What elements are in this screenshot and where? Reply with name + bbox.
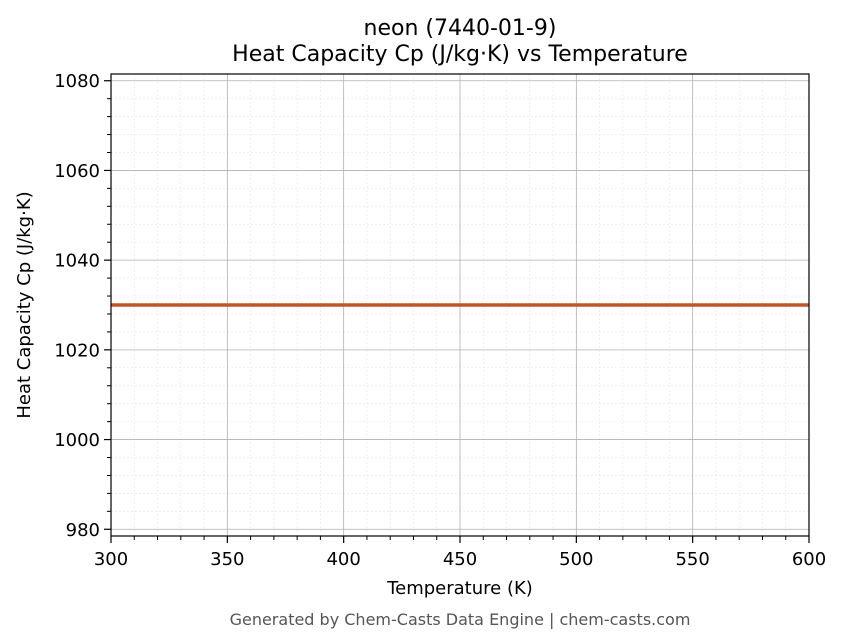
y-tick-label: 1060 bbox=[54, 161, 100, 182]
y-axis-label: Heat Capacity Cp (J/kg·K) bbox=[14, 191, 35, 418]
y-tick-label: 1080 bbox=[54, 71, 100, 92]
chart-title-line1: neon (7440-01-9) bbox=[364, 16, 557, 41]
y-axis-ticks: 980 1000 1020 1040 1060 1080 bbox=[54, 71, 111, 541]
x-axis-ticks: 300 350 400 450 500 550 600 bbox=[94, 536, 826, 570]
footer-credit: Generated by Chem-Casts Data Engine | ch… bbox=[230, 610, 691, 629]
major-grid bbox=[110, 74, 810, 536]
x-tick-label: 550 bbox=[675, 549, 709, 570]
x-tick-label: 350 bbox=[210, 549, 244, 570]
chart-title-line2: Heat Capacity Cp (J/kg·K) vs Temperature bbox=[232, 42, 688, 67]
x-tick-label: 400 bbox=[326, 549, 360, 570]
y-tick-label: 980 bbox=[66, 520, 100, 541]
y-tick-label: 1000 bbox=[54, 430, 100, 451]
x-axis-label: Temperature (K) bbox=[386, 578, 533, 599]
y-tick-label: 1040 bbox=[54, 251, 100, 272]
x-tick-label: 450 bbox=[443, 549, 477, 570]
x-tick-label: 500 bbox=[559, 549, 593, 570]
x-tick-label: 600 bbox=[792, 549, 826, 570]
y-tick-label: 1020 bbox=[54, 340, 100, 361]
x-tick-label: 300 bbox=[94, 549, 128, 570]
